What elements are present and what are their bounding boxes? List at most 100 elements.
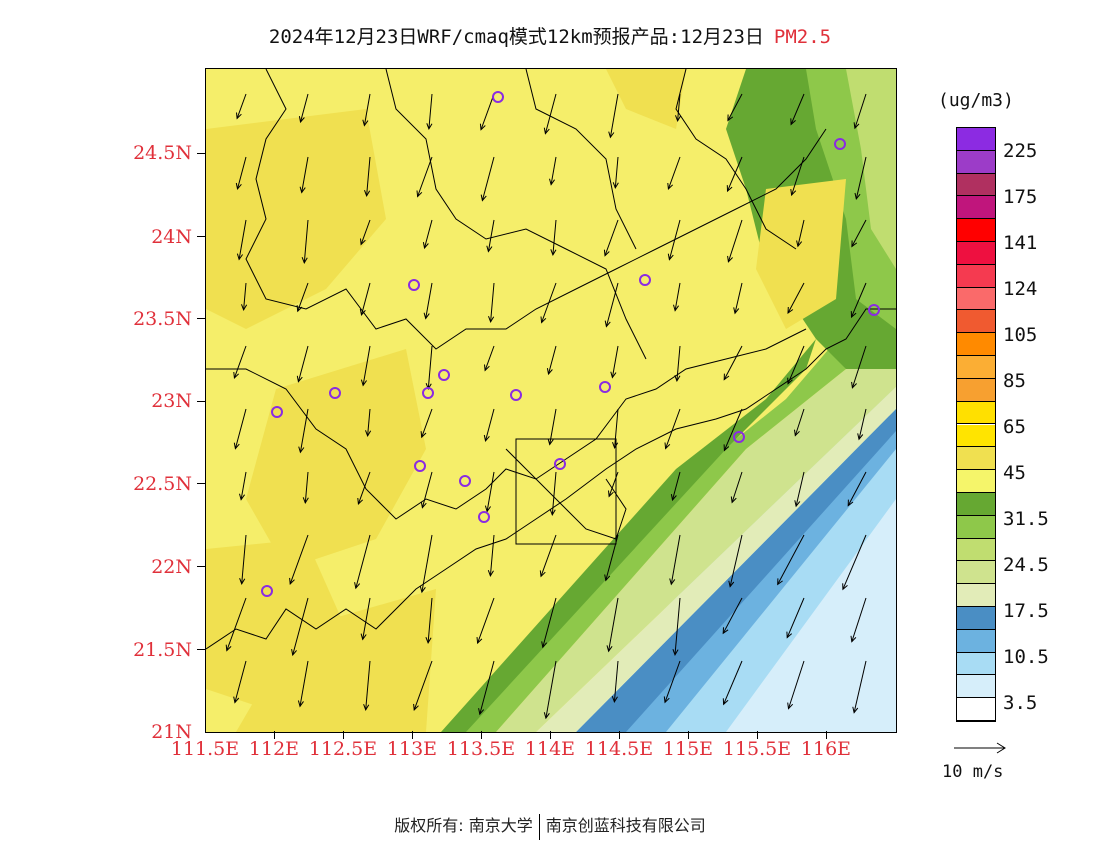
- wind-arrow: [484, 345, 495, 372]
- x-tick-mark: [688, 731, 689, 739]
- legend-swatch: [957, 538, 995, 562]
- legend-swatch: [957, 264, 995, 288]
- wind-arrow: [487, 534, 495, 577]
- x-tick-mark: [826, 731, 827, 739]
- wind-arrow: [796, 219, 805, 248]
- wind-arrow: [483, 408, 495, 443]
- legend-label: 141: [1003, 232, 1038, 254]
- wind-arrow: [723, 408, 743, 452]
- station-marker: [261, 585, 273, 597]
- wind-arrow: [842, 534, 867, 591]
- wind-arrow: [726, 156, 743, 193]
- legend-swatch: [957, 447, 995, 471]
- inland-patch-6: [236, 589, 436, 732]
- wind-arrow: [364, 156, 371, 198]
- wind-arrow: [722, 660, 743, 706]
- legend-label: 31.5: [1003, 508, 1049, 530]
- legend-swatch: [957, 629, 995, 653]
- wind-arrow: [488, 282, 495, 324]
- coastline: [206, 69, 896, 650]
- x-tick-mark: [619, 731, 620, 739]
- wind-arrow: [672, 597, 681, 656]
- wind-arrow: [233, 345, 247, 379]
- footer-right: 南京创蓝科技有限公司: [545, 816, 706, 835]
- wind-arrow: [728, 534, 743, 588]
- x-tick: 113E: [386, 738, 438, 760]
- legend-swatch: [957, 128, 995, 151]
- wind-arrow: [416, 156, 433, 198]
- legend-swatch: [957, 492, 995, 516]
- legend-swatch: [957, 287, 995, 311]
- footer-left: 版权所有: 南京大学: [394, 816, 533, 835]
- wind-arrow: [363, 660, 371, 711]
- wind-arrow: [236, 219, 247, 261]
- wind-arrow: [362, 93, 371, 127]
- wind-arrow: [236, 93, 247, 120]
- wind-arrow: [667, 219, 681, 261]
- y-tick: 23.5N: [133, 308, 192, 330]
- wind-arrow: [794, 408, 805, 437]
- wind-arrow: [426, 93, 433, 131]
- wind-arrow: [360, 219, 371, 246]
- legend-swatch: [957, 356, 995, 379]
- wind-arrow: [365, 408, 372, 438]
- wind-arrow: [357, 471, 371, 505]
- wind-arrow: [291, 597, 309, 657]
- y-tick: 21.5N: [133, 639, 192, 661]
- wind-arrow: [723, 345, 743, 381]
- wind-arrow: [546, 345, 557, 376]
- sea-band-24: [496, 369, 896, 732]
- x-tick-mark: [550, 731, 551, 739]
- wind-arrow: [675, 93, 682, 123]
- wind-arrow: [851, 219, 867, 248]
- y-tick-mark: [197, 236, 205, 237]
- wind-arrow: [425, 597, 433, 644]
- legend-label: 105: [1003, 324, 1038, 346]
- y-tick-mark: [197, 153, 205, 154]
- station-marker: [414, 460, 426, 472]
- wind-arrow: [673, 282, 681, 312]
- legend-swatch: [957, 606, 995, 630]
- station-marker: [733, 431, 745, 443]
- legend-swatch: [957, 561, 995, 585]
- x-tick: 112E: [248, 738, 300, 760]
- y-tick: 24N: [151, 226, 192, 248]
- inland-patch-3: [606, 69, 686, 129]
- wind-arrow: [298, 408, 309, 454]
- wind-arrow: [422, 219, 433, 250]
- y-tick-mark: [197, 318, 205, 319]
- wind-arrow: [486, 219, 495, 253]
- wind-arrow: [476, 597, 495, 645]
- wind-arrow: [539, 534, 557, 578]
- station-marker: [408, 279, 420, 291]
- wind-arrow: [480, 156, 495, 202]
- x-tick: 115.5E: [722, 738, 792, 760]
- wind-arrow: [667, 156, 681, 190]
- wind-arrow: [549, 471, 557, 516]
- wind-arrow: [603, 219, 619, 257]
- station-marker: [459, 475, 471, 487]
- wind-arrow: [479, 93, 495, 131]
- legend-swatch: [957, 310, 995, 334]
- legend-label: 10.5: [1003, 646, 1049, 668]
- wind-reference-arrow: [954, 742, 1006, 754]
- station-marker: [478, 511, 490, 523]
- wind-arrow: [289, 534, 309, 585]
- wind-arrow: [790, 93, 805, 126]
- legend-label: 175: [1003, 186, 1038, 208]
- wind-arrow: [235, 156, 247, 191]
- y-tick: 21N: [151, 721, 192, 743]
- legend-swatch: [957, 401, 995, 425]
- wind-arrow: [604, 534, 619, 582]
- y-tick-mark: [197, 566, 205, 567]
- inland-patch-1: [206, 109, 386, 329]
- wind-arrow: [847, 471, 867, 507]
- wind-arrow: [850, 597, 867, 643]
- wind-arrow: [420, 471, 433, 509]
- station-marker: [422, 387, 434, 399]
- title-text: 2024年12月23日WRF/cmaq模式12km预报产品:12月23日: [268, 26, 764, 48]
- pm25-field: [206, 69, 896, 732]
- x-tick: 114E: [524, 738, 576, 760]
- inland-patch-4: [756, 179, 846, 329]
- wind-arrows: [225, 93, 867, 720]
